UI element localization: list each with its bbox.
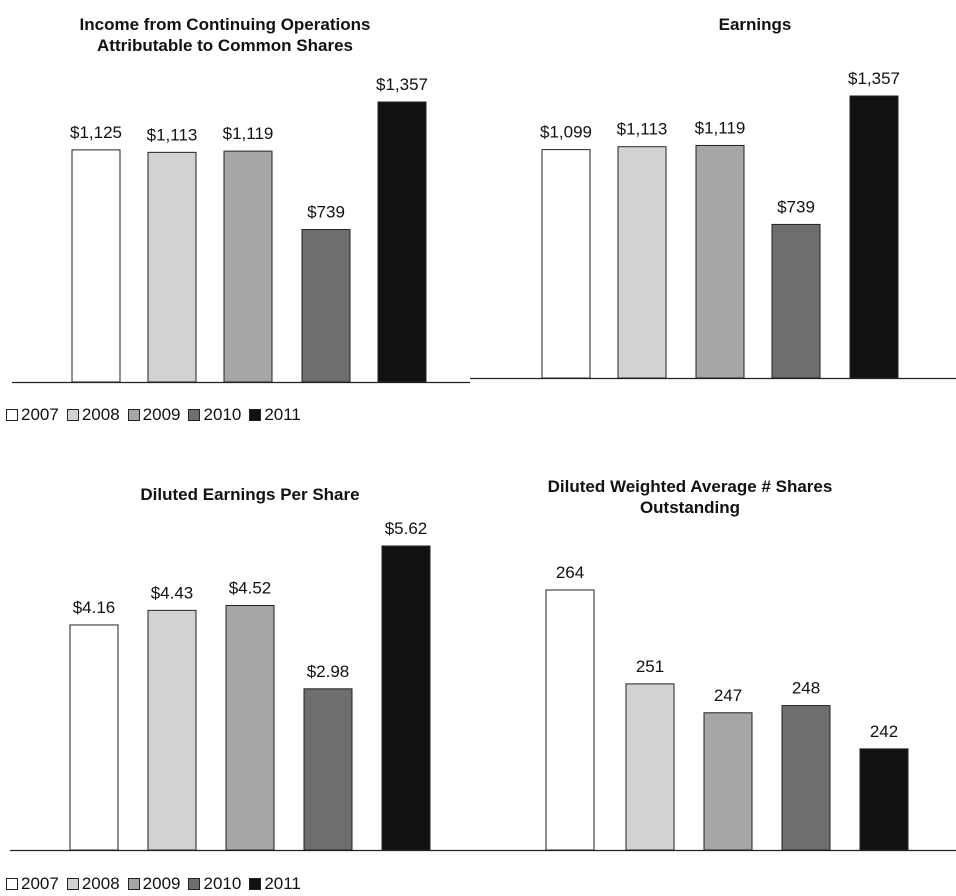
data-label-2009: $1,119 (695, 118, 746, 137)
bar-chart-svg: 264 251 247 248 242 (470, 563, 956, 852)
bar-2010 (303, 688, 353, 851)
data-label-2010: $2.98 (307, 662, 350, 681)
bar-chart-svg: $1,099 $1,113 $1,119 $739 $1,357 (470, 69, 956, 380)
data-label-2011: $1,357 (848, 69, 900, 88)
legend-label: 2007 (21, 874, 59, 893)
chart-title-line: Attributable to Common Shares (97, 36, 353, 55)
bar-2011 (849, 95, 899, 379)
chart-title: Diluted Earnings Per Share (0, 484, 500, 505)
bar-2008 (147, 609, 197, 851)
legend-swatch (6, 409, 18, 421)
data-label-2009: $1,119 (223, 124, 274, 143)
chart-title-line: Income from Continuing Operations (79, 15, 371, 34)
data-label-2007: $1,099 (540, 123, 592, 142)
legend-swatch (127, 409, 140, 421)
data-label-2009: $4.52 (229, 579, 272, 598)
legend-swatch (188, 878, 201, 890)
legend-entry-2007: 2007 (6, 405, 59, 425)
bar-2009 (695, 144, 745, 379)
legend-entry-2009: 2009 (127, 405, 181, 425)
bar-2008 (617, 146, 667, 379)
bar-chart-svg: $4.16 $4.43 $4.52 $2.98 $5.62 (10, 519, 470, 852)
legend-label: 2008 (81, 405, 120, 424)
data-label-2008: $1,113 (617, 120, 668, 139)
chart-title: Income from Continuing Operations Attrib… (0, 14, 460, 56)
chart-diluted-shares: Diluted Weighted Average # Shares Outsta… (470, 476, 956, 854)
legend-entry-2009: 2009 (127, 874, 181, 894)
data-label-2008: 251 (636, 657, 664, 676)
bar-2007 (541, 149, 591, 379)
data-label-2010: $739 (307, 203, 345, 222)
bar-2011 (381, 545, 431, 851)
bar-2010 (771, 223, 821, 379)
data-label-2008: $4.43 (151, 583, 194, 602)
chart-title-line: Diluted Earnings Per Share (140, 485, 360, 504)
data-label-2007: $4.16 (73, 598, 116, 617)
chart-title-line: Outstanding (639, 498, 741, 517)
legend-label: 2008 (81, 874, 120, 893)
bar-2007 (69, 624, 119, 851)
legend-swatch (66, 878, 79, 890)
bar-2011 (377, 101, 427, 383)
data-label-2011: $1,357 (376, 75, 428, 94)
legend-label: 2011 (264, 874, 301, 893)
legend-swatch (188, 409, 201, 421)
data-label-2009: 247 (714, 686, 742, 705)
legend-entry-2011: 2011 (249, 874, 301, 894)
chart-income-continuing-ops: Income from Continuing Operations Attrib… (0, 14, 470, 386)
legend-entry-2008: 2008 (66, 874, 120, 894)
bar-chart-svg: $1,125 $1,113 $1,119 $739 $1,357 (12, 75, 470, 384)
legend-label: 2010 (203, 874, 242, 893)
bar-2009 (223, 150, 273, 383)
chart-diluted-eps: Diluted Earnings Per Share $4.16 $4.43 $4.… (0, 484, 470, 854)
legend-entry-2010: 2010 (188, 405, 241, 425)
legend-label: 2011 (264, 405, 301, 424)
legend-top: 2007 2008 2009 2010 2011 (6, 405, 309, 425)
legend-swatch (66, 409, 79, 421)
legend-label: 2009 (142, 405, 181, 424)
legend-swatch (249, 878, 262, 890)
bar-2010 (301, 229, 351, 383)
data-label-2010: $739 (777, 197, 815, 216)
chart-title-line: Diluted Weighted Average # Shares (547, 477, 833, 496)
bar-2008 (625, 683, 675, 851)
chart-title-line: Earnings (718, 15, 792, 34)
legend-swatch (127, 878, 140, 890)
data-label-2008: $1,113 (147, 125, 198, 144)
legend-entry-2008: 2008 (66, 405, 120, 425)
bar-2008 (147, 151, 197, 383)
data-label-2011: $5.62 (385, 519, 428, 538)
bar-2007 (71, 149, 121, 383)
legend-entry-2011: 2011 (249, 405, 301, 425)
legend-bottom: 2007 2008 2009 2010 2011 (6, 874, 309, 894)
data-label-2007: 264 (556, 563, 584, 582)
legend-label: 2010 (203, 405, 242, 424)
bar-2007 (545, 589, 595, 851)
bar-2011 (859, 748, 909, 851)
legend-label: 2007 (21, 405, 59, 424)
data-label-2011: 242 (870, 722, 898, 741)
legend-label: 2009 (142, 874, 181, 893)
chart-earnings: Earnings $1,099 $1,113 $1,119 $739 $1,357 (470, 14, 956, 386)
legend-swatch (6, 878, 18, 890)
legend-entry-2007: 2007 (6, 874, 59, 894)
bar-2010 (781, 705, 831, 851)
bar-2009 (703, 712, 753, 851)
legend-swatch (249, 409, 262, 421)
legend-entry-2010: 2010 (188, 874, 241, 894)
chart-title: Diluted Weighted Average # Shares Outsta… (470, 476, 910, 518)
chart-title: Earnings (520, 14, 956, 35)
bar-2009 (225, 605, 275, 851)
data-label-2010: 248 (792, 679, 820, 698)
data-label-2007: $1,125 (70, 123, 122, 142)
